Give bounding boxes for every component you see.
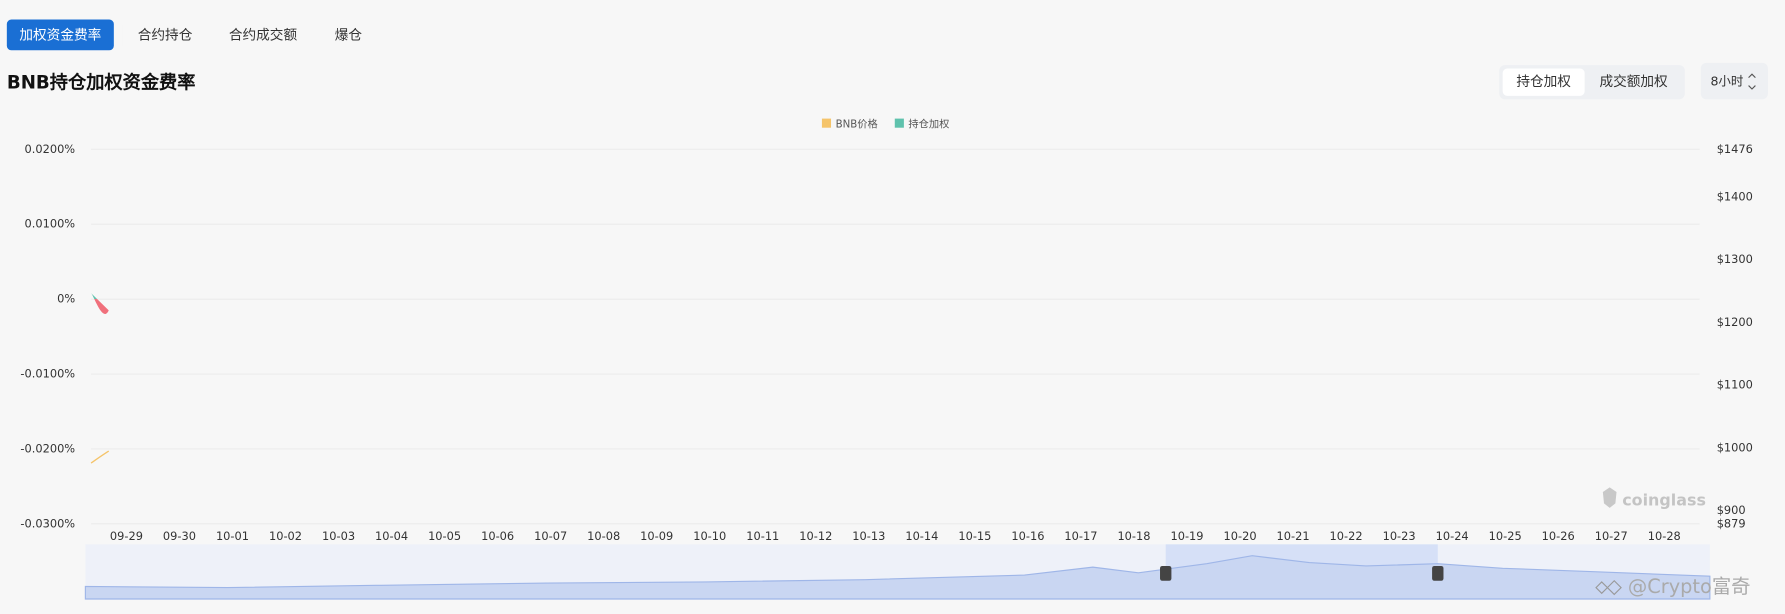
x-tick-label: 10-26	[1542, 529, 1575, 543]
x-tick-label: 10-22	[1330, 529, 1363, 543]
y2-tick-label: $879	[1717, 516, 1746, 530]
x-tick-label: 10-04	[375, 529, 408, 543]
watermark-logo	[1602, 487, 1617, 508]
tab[interactable]: 加权资金费率	[19, 26, 101, 43]
toggle[interactable]: 成交额加权	[1599, 73, 1668, 90]
chevron-icon	[1748, 73, 1756, 90]
x-tick-label: 10-27	[1595, 529, 1628, 543]
x-tick-label: 10-14	[905, 529, 938, 543]
y2-tick-label: $1200	[1717, 315, 1753, 329]
y-tick-label: -0.0100%	[20, 367, 75, 381]
x-tick-label: 10-25	[1489, 529, 1522, 543]
x-tick-label: 10-07	[534, 529, 567, 543]
toggle[interactable]: 持仓加权	[1516, 73, 1571, 90]
x-tick-label: 10-11	[746, 529, 779, 543]
x-tick-label: 10-05	[428, 529, 461, 543]
y-tick-label: -0.0300%	[20, 516, 75, 530]
y2-tick-label: $1300	[1717, 252, 1753, 266]
y-tick-label: 0.0100%	[25, 217, 76, 231]
x-tick-label: 10-08	[587, 529, 620, 543]
y-tick-label: -0.0200%	[20, 441, 75, 455]
y2-tick-label: $1400	[1717, 190, 1753, 204]
watermark: coinglass	[1622, 491, 1706, 510]
price-line	[90, 450, 110, 464]
y2-tick-label: $900	[1717, 503, 1746, 517]
plot: 0.0200% 0.0100% 0% -0.0100% -0.0200% -0.0300%…	[20, 142, 1752, 543]
x-tick-label: 10-19	[1170, 529, 1203, 543]
page-title: BNB持仓加权资金费率	[7, 71, 196, 93]
x-tick-label: 10-02	[269, 529, 302, 543]
x-tick-label: 10-18	[1117, 529, 1150, 543]
x-tick-label: 10-12	[799, 529, 832, 543]
tab-bg[interactable]	[122, 19, 208, 51]
tab-active[interactable]	[6, 19, 114, 51]
slider-handle[interactable]	[1432, 565, 1444, 581]
legend-swatch[interactable]	[821, 118, 832, 128]
legend-label[interactable]: 持仓加权	[908, 117, 949, 130]
tab[interactable]: 合约成交额	[229, 26, 298, 43]
y2-tick-label: $1476	[1717, 142, 1753, 156]
slider-handle[interactable]	[1160, 565, 1172, 581]
x-tick-label: 10-28	[1648, 529, 1681, 543]
x-tick-label: 10-03	[322, 529, 355, 543]
x-tick-label: 09-30	[163, 529, 196, 543]
y2-tick-label: $1000	[1717, 440, 1753, 454]
x-tick-label: 10-16	[1011, 529, 1044, 543]
tab[interactable]: 合约持仓	[138, 27, 193, 43]
y-tick-label: 0.0200%	[25, 142, 76, 156]
y2-tick-label: $1100	[1717, 378, 1753, 392]
interval-select[interactable]	[1700, 62, 1768, 100]
y-tick-label: 0%	[57, 292, 75, 306]
x-tick-label: 10-17	[1064, 529, 1097, 543]
interval-label[interactable]: 8小时	[1710, 74, 1743, 89]
funding-area	[91, 293, 109, 314]
x-tick-label: 10-20	[1224, 529, 1257, 543]
x-tick-label: 10-21	[1277, 529, 1310, 543]
legend-swatch[interactable]	[894, 118, 904, 128]
toggle-active[interactable]	[1502, 68, 1585, 96]
x-tick-label: 10-01	[216, 529, 249, 543]
tab[interactable]: 爆仓	[335, 27, 363, 43]
overview-line	[84, 555, 1711, 600]
x-tick-label: 10-13	[852, 529, 885, 543]
credit: @Crypto富奇	[1628, 575, 1751, 598]
x-tick-label: 09-29	[110, 529, 143, 543]
legend-label[interactable]: BNB价格	[836, 117, 878, 130]
x-tick-label: 10-24	[1436, 529, 1469, 543]
x-tick-label: 10-23	[1383, 529, 1416, 543]
x-tick-label: 10-09	[640, 529, 673, 543]
x-tick-label: 10-06	[481, 529, 514, 543]
x-tick-label: 10-10	[693, 529, 726, 543]
credit-logo	[1595, 579, 1622, 596]
x-tick-label: 10-15	[958, 529, 991, 543]
